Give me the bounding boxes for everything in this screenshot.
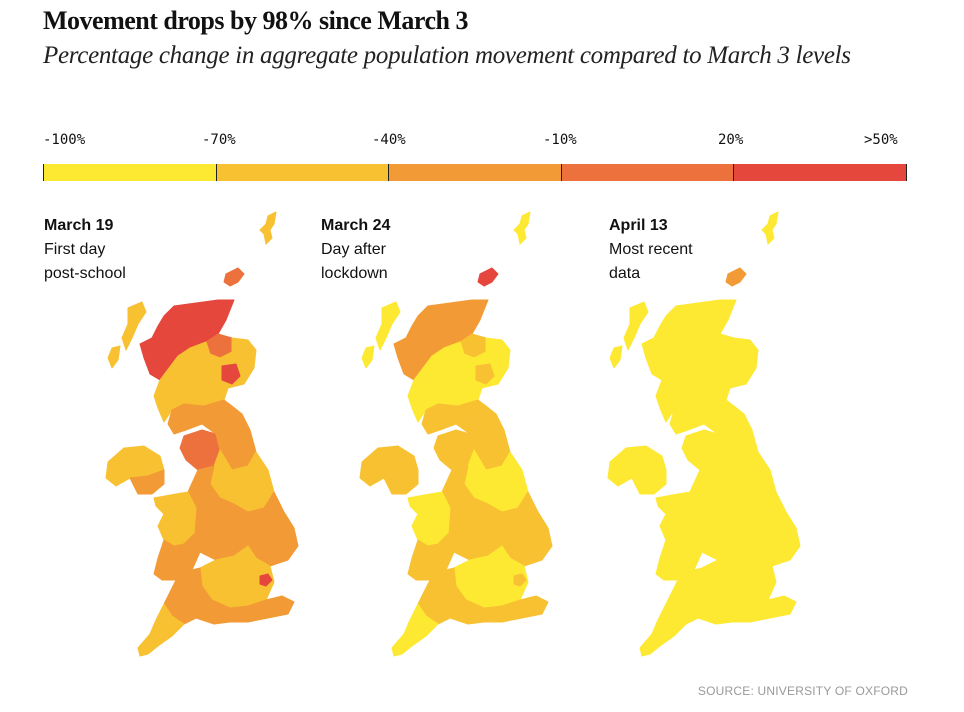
- legend-tick-label: -40%: [372, 132, 406, 148]
- legend-tick-label: -100%: [43, 132, 86, 148]
- chart-subtitle: Percentage change in aggregate populatio…: [43, 42, 851, 69]
- map-region-n-ireland-south: [631, 469, 667, 495]
- uk-map-april-13: [607, 211, 801, 657]
- map-region-n-ireland-south: [129, 469, 165, 495]
- map-region-aberdeen: [475, 363, 495, 385]
- chart-title: Movement drops by 98% since March 3: [43, 6, 468, 35]
- map-region-cumbria: [681, 429, 723, 471]
- map-region-shetland: [513, 211, 531, 245]
- map-region-shetland: [259, 211, 277, 245]
- map-region-orkney: [477, 267, 499, 287]
- map-region-cumbria: [433, 429, 475, 471]
- panel-caption: post-school: [44, 265, 126, 282]
- map-region-cumbria: [179, 429, 221, 471]
- panel-label-march-19: March 19 First day post-school: [44, 214, 126, 286]
- map-region-orkney: [725, 267, 747, 287]
- legend-tick-label: 20%: [718, 132, 744, 148]
- map-region-cornwall: [639, 603, 687, 657]
- legend-tick-label: -70%: [202, 132, 236, 148]
- map-region-south-coast: [483, 595, 549, 623]
- panel-caption: First day: [44, 241, 106, 258]
- panel-date: March 19: [44, 217, 114, 234]
- panel-label-april-13: April 13 Most recent data: [609, 214, 693, 286]
- map-region-shetland: [761, 211, 779, 245]
- legend-tick-label: >50%: [864, 132, 898, 148]
- map-region-n-ireland-south: [383, 469, 419, 495]
- uk-map-march-19: [105, 211, 299, 657]
- source-note: SOURCE: UNIVERSITY OF OXFORD: [697, 684, 908, 698]
- map-region-london: [259, 573, 273, 587]
- legend-labels: -100% -70% -40% -10% 20% >50%: [0, 132, 964, 152]
- map-region-aberdeen: [221, 363, 241, 385]
- map-region-hebrides: [107, 301, 147, 369]
- panel-caption: Most recent: [609, 241, 693, 258]
- panel-caption: data: [609, 265, 641, 282]
- map-region-cornwall: [391, 603, 439, 657]
- panel-date: March 24: [321, 217, 391, 234]
- legend-bin: [388, 164, 561, 181]
- map-region-east-anglia: [501, 491, 553, 567]
- legend-color-scale: [43, 164, 907, 181]
- uk-map-march-24: [359, 211, 553, 657]
- map-region-east-anglia: [749, 491, 801, 567]
- map-region-central-scotland: [407, 341, 483, 423]
- map-region-south-coast: [731, 595, 797, 623]
- map-region-central-scotland: [655, 341, 731, 423]
- legend-bin: [215, 164, 389, 181]
- legend-bin: [733, 164, 907, 181]
- map-region-orkney: [223, 267, 245, 287]
- map-region-london: [513, 573, 527, 587]
- panel-caption: lockdown: [321, 265, 388, 282]
- map-region-south-coast: [229, 595, 295, 623]
- panel-label-march-24: March 24 Day after lockdown: [321, 214, 390, 286]
- legend-tick-label: -10%: [543, 132, 577, 148]
- map-region-east-anglia: [247, 491, 299, 567]
- map-region-london: [761, 573, 775, 587]
- panel-date: April 13: [609, 217, 668, 234]
- legend-bin: [43, 164, 216, 181]
- map-region-hebrides: [361, 301, 401, 369]
- panel-caption: Day after: [321, 241, 386, 258]
- map-region-hebrides: [609, 301, 649, 369]
- map-region-cornwall: [137, 603, 185, 657]
- map-region-aberdeen: [723, 363, 743, 385]
- legend-bin: [560, 164, 734, 181]
- map-region-central-scotland: [153, 341, 229, 423]
